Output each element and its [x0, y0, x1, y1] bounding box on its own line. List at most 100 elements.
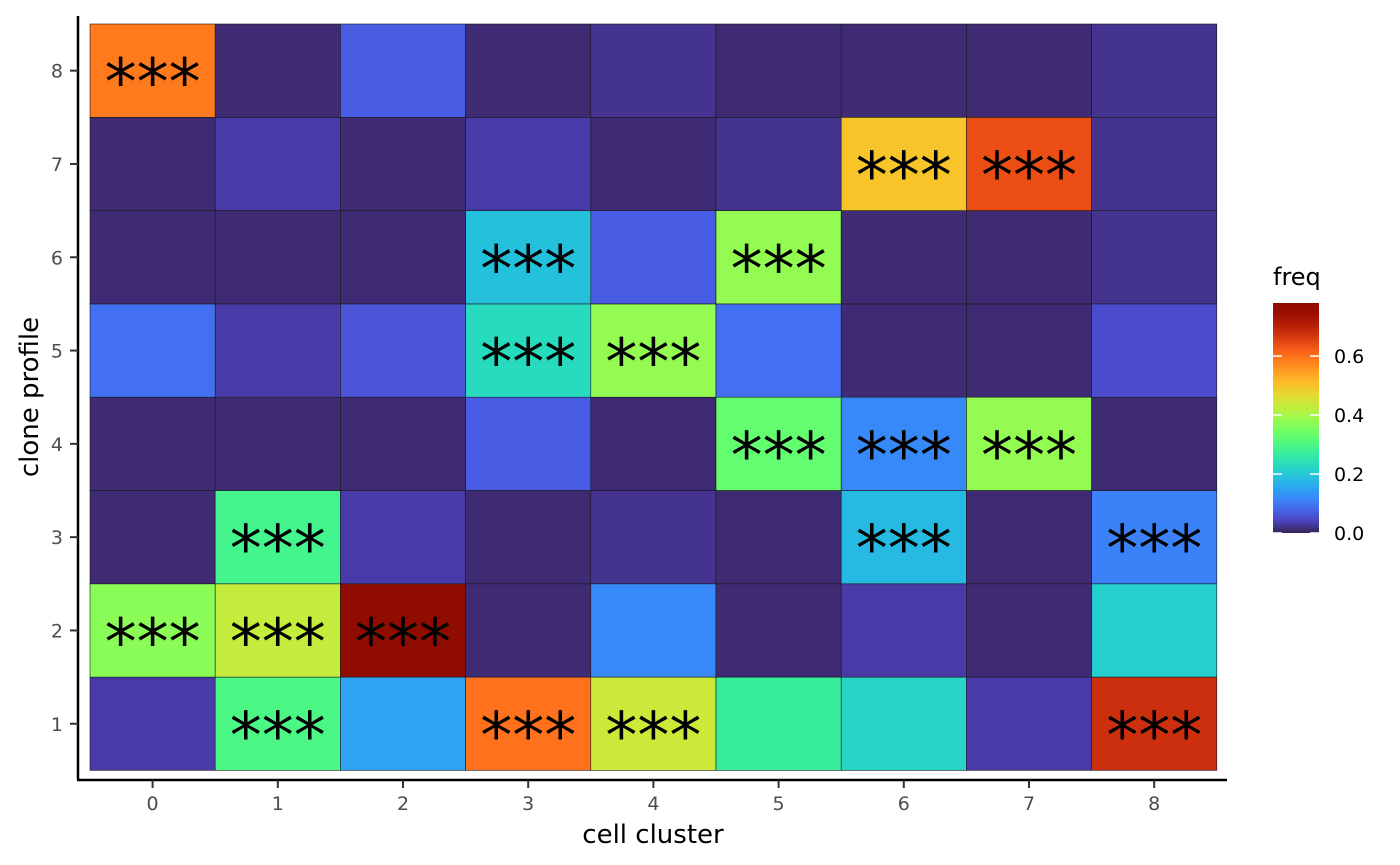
x-tick-label: 7 [1023, 793, 1035, 815]
significance-markers: *** *** *** *** *** *** *** *** *** *** *** *** *** *… [105, 47, 1203, 774]
heatmap-cell [840, 117, 967, 211]
heatmap-cell [966, 303, 1092, 398]
x-tick-label: 6 [898, 793, 910, 815]
heatmap-cell [340, 303, 466, 398]
heatmap-cell [715, 583, 842, 678]
heatmap-cell [340, 490, 466, 585]
y-tick-label: 3 [51, 527, 63, 549]
heatmap-cell [840, 303, 967, 398]
heatmap-cell [340, 583, 466, 678]
heatmap-cell [590, 303, 717, 398]
heatmap-cell [966, 117, 1092, 211]
heatmap-cell [89, 117, 216, 211]
heatmap-cell [966, 490, 1092, 585]
heatmap-cell [840, 490, 967, 585]
heatmap-cell [89, 23, 216, 118]
heatmap-cell [340, 396, 466, 491]
heatmap-cell [89, 396, 216, 491]
significance-marker: *** [981, 140, 1077, 214]
heatmap-cell [1091, 210, 1218, 305]
heatmap-cell [214, 396, 341, 491]
heatmap-cell [590, 23, 717, 118]
heatmap-cell [715, 490, 842, 585]
heatmap-cell [590, 583, 717, 678]
heatmap-cell [715, 303, 842, 398]
x-axis-ticks: 0 1 2 3 4 5 6 7 8 [147, 780, 1160, 815]
heatmap-cell [966, 396, 1092, 491]
heatmap-cell [966, 676, 1092, 771]
heatmap-cell [840, 583, 967, 678]
significance-marker: *** [230, 606, 326, 680]
significance-marker: *** [856, 420, 952, 494]
y-tick-label: 5 [51, 341, 63, 363]
significance-marker: *** [105, 47, 201, 121]
significance-marker: *** [105, 606, 201, 680]
heatmap-cell [465, 583, 592, 678]
significance-marker: *** [605, 700, 701, 774]
significance-marker: *** [480, 700, 576, 774]
color-legend: freq 0.0 0.2 0.4 0.6 [1273, 263, 1364, 545]
heatmap-cell [840, 23, 967, 118]
heatmap-cell [1091, 490, 1218, 585]
significance-marker: *** [856, 140, 952, 214]
heatmap-cell [590, 490, 717, 585]
heatmap-cell [1091, 396, 1218, 491]
heatmap-cell [590, 396, 717, 491]
y-tick-label: 7 [51, 154, 63, 176]
significance-marker: *** [1106, 700, 1202, 774]
heatmap-cell [214, 117, 341, 211]
heatmap-cell [840, 210, 967, 305]
heatmap-cell [465, 210, 592, 305]
legend-tick-label: 0.2 [1334, 464, 1364, 486]
y-tick-label: 2 [51, 620, 63, 642]
heatmap-cell [89, 490, 216, 585]
heatmap-cell [340, 23, 466, 118]
significance-marker: *** [230, 513, 326, 587]
significance-marker: *** [856, 513, 952, 587]
significance-marker: *** [981, 420, 1077, 494]
heatmap-cell [715, 676, 842, 771]
x-tick-label: 5 [773, 793, 785, 815]
heatmap-cell [840, 676, 967, 771]
heatmap-cell [1091, 303, 1218, 398]
heatmap-cell [590, 210, 717, 305]
x-tick-label: 0 [147, 793, 159, 815]
legend-ticks: 0.0 0.2 0.4 0.6 [1273, 346, 1364, 545]
heatmap-cell [1091, 23, 1218, 118]
heatmap-cell [340, 210, 466, 305]
heatmap-cell [89, 210, 216, 305]
heatmap-cell [89, 303, 216, 398]
x-tick-label: 2 [397, 793, 409, 815]
x-tick-label: 4 [647, 793, 659, 815]
heatmap-cell [1091, 583, 1218, 678]
x-tick-label: 3 [522, 793, 534, 815]
heatmap-cell [465, 23, 592, 118]
significance-marker: *** [1106, 513, 1202, 587]
heatmap-cell [590, 676, 717, 771]
heatmap-cell [465, 303, 592, 398]
legend-title: freq [1273, 263, 1321, 291]
heatmap-cell [465, 117, 592, 211]
heatmap-cell [340, 117, 466, 211]
heatmap-cell [465, 490, 592, 585]
heatmap-cell [966, 23, 1092, 118]
heatmap-cell [214, 23, 341, 118]
heatmap-cell [89, 583, 216, 678]
significance-marker: *** [605, 327, 701, 401]
heatmap-cell [715, 117, 842, 211]
heatmap-cell [590, 117, 717, 211]
heatmap-cell [214, 676, 341, 771]
significance-marker: *** [731, 420, 827, 494]
heatmap-cell [214, 210, 341, 305]
significance-marker: *** [480, 233, 576, 307]
legend-colorbar [1273, 303, 1319, 533]
heatmap-cells [89, 23, 1218, 771]
legend-tick-label: 0.6 [1334, 346, 1364, 368]
heatmap-cell [966, 583, 1092, 678]
heatmap-cell [214, 490, 341, 585]
heatmap-cell [214, 303, 341, 398]
y-axis-title: clone profile [15, 317, 45, 477]
heatmap-cell [465, 676, 592, 771]
heatmap-cell [89, 676, 216, 771]
